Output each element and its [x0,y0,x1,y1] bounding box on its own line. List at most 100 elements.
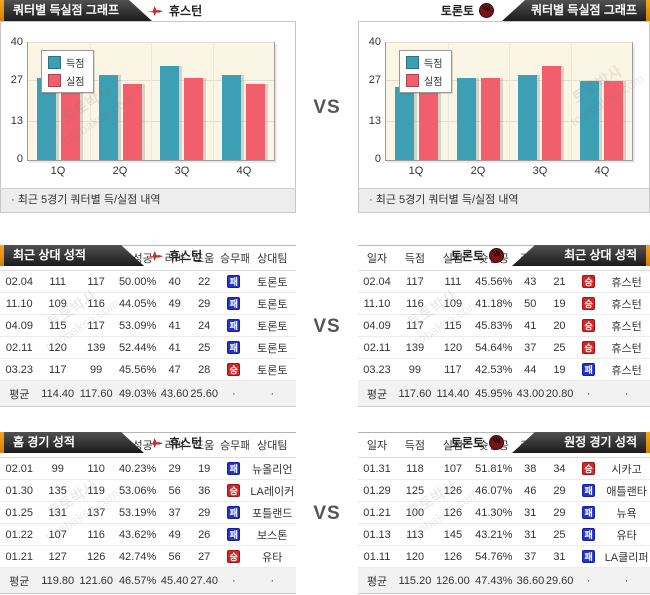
orange-stripe [646,0,650,21]
table-row: 02.01 99 110 40.23% 29 19 패 뉴올리언 [0,457,296,480]
legend-item: 실점 [406,73,442,88]
allow-cell: 110 [76,457,116,480]
loss-badge: 패 [227,319,241,332]
allow-cell: 117 [76,314,116,337]
score-cell: 127 [38,545,77,568]
away-chart-section: 토론토 쿼터별 득실점 그래프 득점 실점 0 13 27 40 1Q 2Q 3Q 4Q · 최근… [358,0,650,215]
away-team-name: 토론토 [450,436,484,450]
reb-cell: 49 [159,523,190,546]
away-record-tab-title: 원정 경기 성적 [564,435,637,449]
date-cell: 11.10 [358,292,396,315]
empty-cell: · [218,567,249,594]
column-header: 일자 [358,245,396,271]
houston-logo-icon [147,5,163,16]
home-h2h-table: 일자득점실점슛성공리바도움승무패상대팀02.0411111750.00%4022… [0,245,296,407]
away-chart-header: 토론토 쿼터별 득실점 그래프 [358,0,650,21]
gridline-x [509,43,510,160]
x-axis-label-1q: 1Q [50,165,66,177]
fg-cell: 43.62% [115,523,160,546]
away-chart-tab-title: 쿼터별 득실점 그래프 [530,3,637,17]
loss-badge: 패 [582,363,596,376]
opp-cell: 유타 [248,545,296,568]
reb-cell: 31 [515,501,545,524]
legend-label: 득점 [424,59,443,70]
vs-label-h2h: VS [313,316,341,337]
average-row: 평균 114.40 117.60 49.03% 43.60 25.60 · · [0,380,296,407]
fg-cell: 51.81% [471,457,516,480]
allow-cell: 126 [76,545,116,568]
table-row: 01.29 125 126 46.07% 46 29 패 애틀랜타 [358,479,650,502]
ast-cell: 19 [544,358,575,381]
bar-group-3q [509,43,571,160]
reb-cell: 44 [515,358,545,381]
away-chart-panel: 득점 실점 0 13 27 40 1Q 2Q 3Q 4Q · 최근 5경기 쿼터별 득/실점 내역 [358,21,650,213]
gridline-x [151,43,152,160]
date-cell: 03.23 [358,358,396,381]
score-cell: 111 [38,270,77,293]
legend-item: 실점 [48,73,84,88]
average-fg-cell: 46.57% [115,567,160,594]
stats-table: 일자득점실점슛성공리바도움승무패상대팀01.3111810751.81%3834… [358,432,650,594]
opp-cell: 애틀랜타 [603,479,650,502]
y-axis-tick-0: 0 [16,153,23,165]
ast-cell: 25 [189,336,219,359]
stats-table: 일자득점실점슛성공리바도움승무패상대팀02.019911040.23%2919패… [0,432,296,594]
date-cell: 01.11 [358,545,396,568]
opp-cell: LA클리퍼 [603,545,650,568]
home-chart-header: 쿼터별 득실점 그래프 휴스턴 [0,0,296,21]
empty-cell: · [574,567,604,594]
x-axis-label-2q: 2Q [470,165,486,177]
home-h2h-tab-title: 최근 상대 성적 [13,248,86,262]
away-record-header: 토론토 원정 경기 성적 [358,432,650,453]
average-reb-cell: 45.40 [159,567,190,594]
reb-cell: 56 [159,479,190,502]
houston-logo-icon [147,437,163,448]
vs-label-charts: VS [313,97,341,118]
home-h2h-header: 최근 상대 성적 휴스턴 [0,245,296,266]
reb-cell: 41 [515,314,545,337]
fg-cell: 52.44% [115,336,160,359]
bar-allowed-3q [542,66,562,160]
average-score-cell: 119.80 [38,567,77,594]
fg-cell: 46.07% [471,479,516,502]
y-axis-tick-40: 40 [368,36,381,48]
result-cell: 패 [218,292,249,315]
loss-badge: 패 [227,506,241,519]
average-row: 평균 115.20 126.00 47.43% 36.60 29.60 · · [358,567,650,594]
bar-scored-3q [160,66,180,160]
ast-cell: 19 [544,292,575,315]
average-ast-cell: 29.60 [544,567,575,594]
loss-badge: 패 [227,341,241,354]
score-cell: 117 [395,270,434,293]
fg-cell: 53.19% [115,501,160,524]
column-header: 상대팀 [248,245,296,271]
result-cell: 패 [218,523,249,546]
result-cell: 패 [218,457,249,480]
date-cell: 01.22 [0,523,39,546]
score-cell: 117 [38,358,77,381]
x-axis-label-1q: 1Q [408,165,424,177]
opp-cell: 토론토 [248,358,296,381]
away-chart-tab: 쿼터별 득실점 그래프 [502,0,650,21]
column-header: 상대팀 [248,432,296,458]
allow-cell: 116 [76,292,116,315]
orange-stripe [0,245,4,266]
gridline-x [447,43,449,160]
home-record-table: 일자득점실점슛성공리바도움승무패상대팀02.019911040.23%2919패… [0,432,296,594]
allow-cell: 126 [433,501,472,524]
table-row: 01.11 120 126 54.76% 37 31 패 LA클리퍼 [358,545,650,568]
average-label-cell: 평균 [0,380,39,407]
win-badge: 승 [582,275,596,288]
home-chart-panel: 득점 실점 0 13 27 40 1Q 2Q 3Q 4Q · 최근 5경기 쿼터별 득/실점 내역 [0,21,296,213]
loss-badge: 패 [227,462,241,475]
average-fg-cell: 45.95% [471,380,516,407]
result-cell: 승 [574,270,604,293]
reb-cell: 49 [159,292,190,315]
legend-swatch [48,74,61,87]
reb-cell: 40 [159,270,190,293]
opp-cell: 포틀랜드 [248,501,296,524]
table-row: 01.21 127 126 42.74% 56 27 승 유타 [0,545,296,568]
ast-cell: 29 [544,501,575,524]
home-chart-note: · 최근 5경기 쿼터별 득/실점 내역 [1,188,295,212]
gridline-y-40 [28,42,274,43]
